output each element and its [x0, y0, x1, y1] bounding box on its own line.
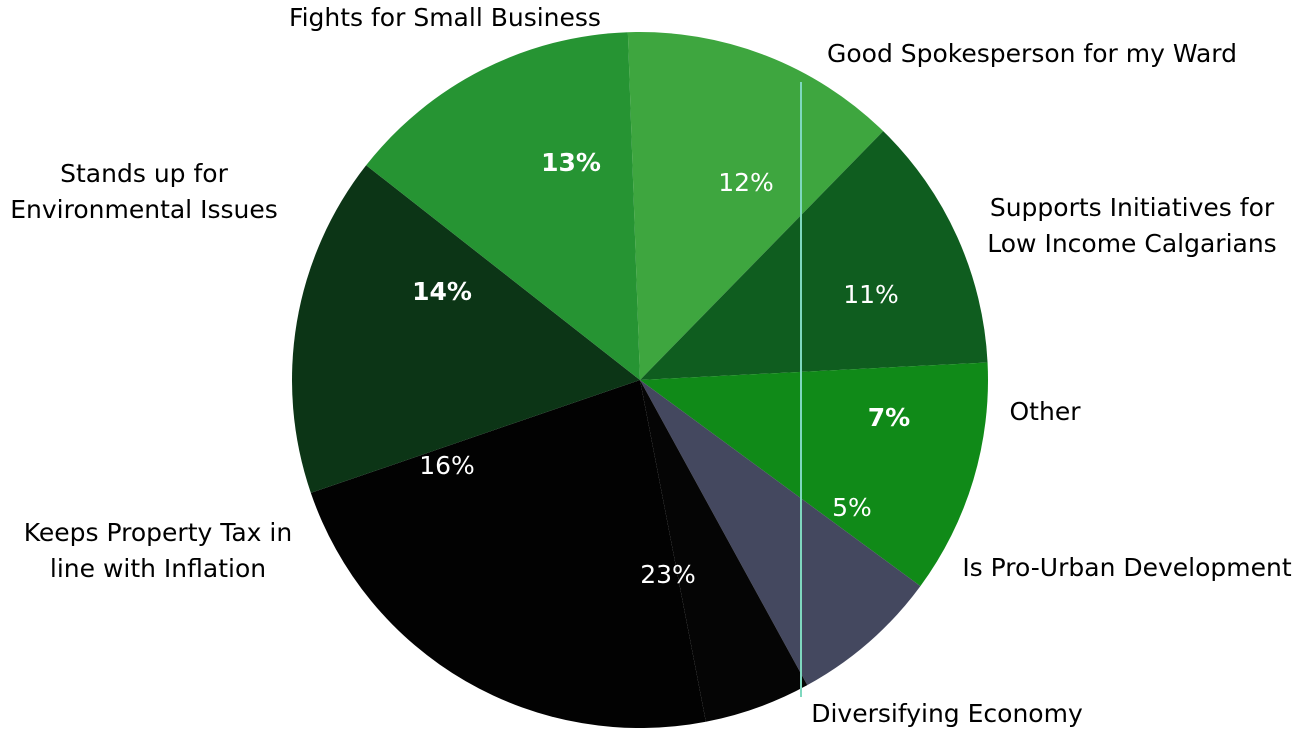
pie-slice-value-label: 5%	[832, 493, 872, 522]
pie-category-label-line: Low Income Calgarians	[987, 229, 1276, 258]
pie-slice	[627, 31, 884, 380]
pie-slice	[291, 165, 640, 493]
pie-value-labels: 13% 12% 11% 7% 5% 23% 16% 14%	[412, 148, 910, 589]
pie-slice-value-label: 16%	[419, 451, 475, 480]
pie-category-label-line: Good Spokesperson for my Ward	[827, 39, 1237, 68]
pie-slice	[640, 131, 988, 380]
pie-category-label: Fights for Small Business	[289, 3, 601, 32]
pie-category-label-line: Keeps Property Tax in	[24, 518, 292, 547]
pie-category-label-line: line with Inflation	[50, 554, 266, 583]
pie-category-label-line: Diversifying Economy	[811, 699, 1083, 728]
pie-slice	[640, 380, 808, 722]
pie-category-label: Good Spokesperson for my Ward	[827, 39, 1237, 68]
pie-category-label: Other	[1010, 397, 1082, 426]
pie-category-label-line: Environmental Issues	[10, 195, 278, 224]
pie-category-label-line: Stands up for	[60, 159, 228, 188]
pie-category-label: Keeps Property Tax in line with Inflation	[24, 518, 292, 583]
pie-slice-value-label: 12%	[718, 168, 774, 197]
pie-category-label: Stands up for Environmental Issues	[10, 159, 278, 224]
pie-category-label: Diversifying Economy	[811, 699, 1083, 728]
pie-slice	[640, 380, 921, 686]
pie-slice-value-label: 23%	[640, 560, 696, 589]
pie-callout-labels: Fights for Small Business Good Spokespers…	[10, 3, 1292, 728]
pie-category-label-line: Is Pro-Urban Development	[962, 553, 1292, 582]
pie-category-label-line: Supports Initiatives for	[990, 193, 1275, 222]
pie-slice-value-label: 13%	[541, 148, 601, 177]
pie-category-label-line: Fights for Small Business	[289, 3, 601, 32]
pie-slice	[366, 32, 640, 381]
pie-slice	[640, 362, 988, 587]
pie-category-label: Is Pro-Urban Development	[962, 553, 1292, 582]
pie-slice-value-label: 11%	[843, 280, 899, 309]
pie-slices	[291, 31, 988, 728]
pie-slice	[310, 380, 706, 728]
pie-category-label: Supports Initiatives for Low Income Calga…	[987, 193, 1276, 258]
pie-category-label-line: Other	[1010, 397, 1082, 426]
pie-slice-value-label: 14%	[412, 277, 472, 306]
pie-slice-value-label: 7%	[868, 403, 910, 432]
